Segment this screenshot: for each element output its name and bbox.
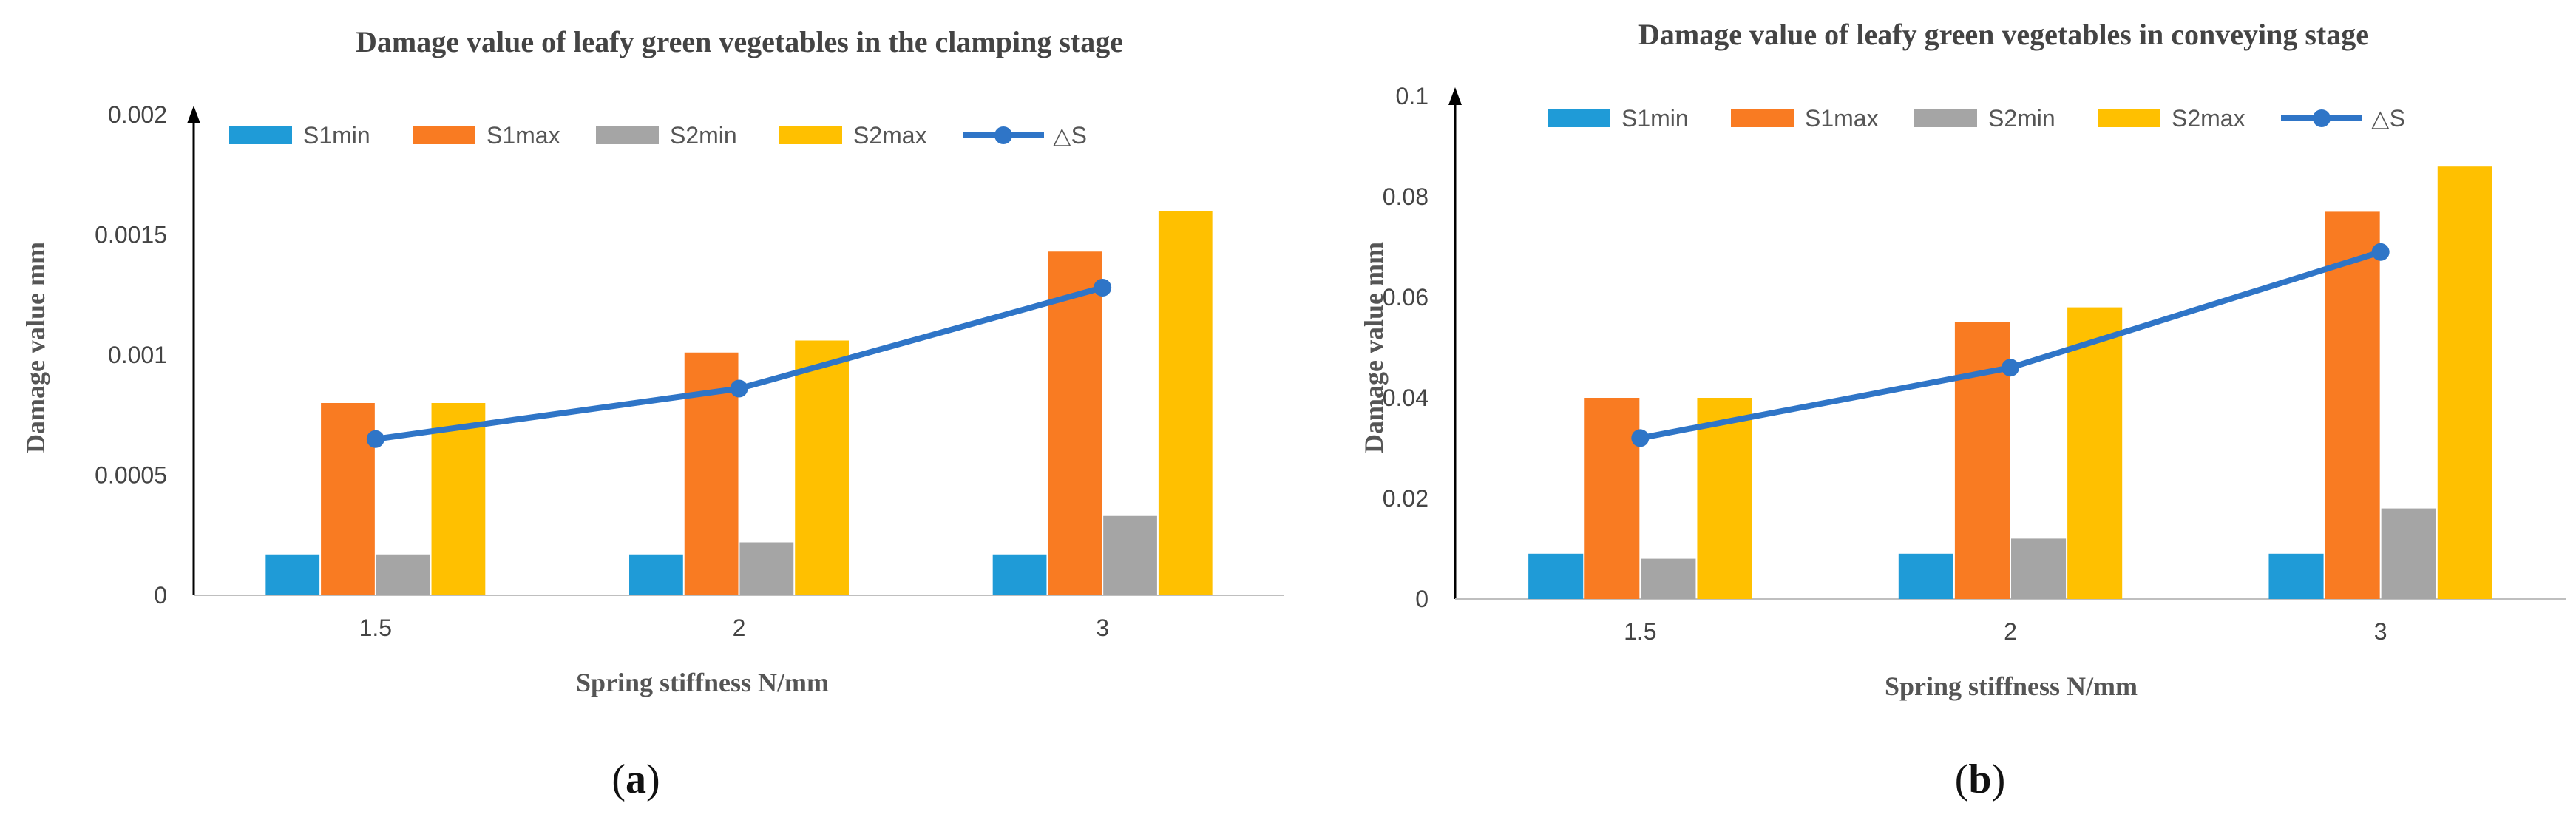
bar-s2max-2 — [795, 340, 849, 595]
bar-s2min-1.5 — [1641, 558, 1696, 599]
x-axis-label: Spring stiffness N/mm — [1885, 671, 2138, 701]
bar-s2max-3 — [2437, 166, 2492, 599]
y-tick-label: 0.002 — [108, 101, 167, 128]
delta-s-point — [1094, 279, 1112, 297]
bar-s1min-2 — [629, 554, 683, 595]
bar-s1min-3 — [992, 554, 1047, 595]
bar-s2max-1.5 — [1697, 398, 1752, 599]
y-tick-label: 0 — [1415, 586, 1428, 612]
legend-label: S1max — [487, 122, 560, 149]
legend-label: △S — [1053, 122, 1087, 149]
y-axis-label: Damage value mm — [21, 242, 50, 453]
y-tick-label: 0.0005 — [95, 462, 167, 489]
y-axis-label: Damage value mm — [1359, 242, 1389, 453]
x-tick-label: 2 — [733, 615, 746, 641]
y-axis-arrow — [187, 106, 200, 123]
y-tick-label: 0.001 — [108, 342, 167, 368]
legend-marker-delta-s — [994, 126, 1012, 144]
y-axis-arrow — [1448, 87, 1462, 105]
x-tick-label: 1.5 — [359, 615, 392, 641]
bar-s1min-3 — [2268, 553, 2324, 599]
legend-label: S2min — [670, 122, 737, 149]
bar-s1max-2 — [1954, 322, 2010, 599]
chart-panel-b: Damage value of leafy green vegetables i… — [1359, 18, 2566, 701]
y-tick-label: 0.02 — [1383, 485, 1428, 512]
x-tick-label: 1.5 — [1624, 618, 1656, 645]
legend-swatch-s1max — [413, 126, 475, 144]
legend-swatch-s2min — [596, 126, 659, 144]
bar-s1max-1.5 — [1584, 398, 1640, 599]
bar-s2min-2 — [2011, 538, 2067, 599]
chart-title: Damage value of leafy green vegetables i… — [356, 25, 1123, 58]
legend-label: S1min — [303, 122, 370, 149]
delta-s-point — [2002, 359, 2019, 377]
x-axis-label: Spring stiffness N/mm — [576, 668, 829, 697]
bar-s2min-3 — [2381, 508, 2436, 599]
legend-swatch-s2max — [2098, 109, 2160, 127]
y-tick-label: 0.06 — [1383, 284, 1428, 311]
delta-s-point — [730, 379, 748, 398]
x-tick-label: 3 — [2374, 618, 2387, 645]
y-tick-label: 0.08 — [1383, 183, 1428, 210]
x-tick-label: 2 — [2004, 618, 2017, 645]
legend-label: S2max — [853, 122, 927, 149]
y-tick-label: 0.1 — [1396, 83, 1428, 109]
bar-s1min-2 — [1898, 553, 1953, 599]
y-tick-label: 0 — [154, 582, 167, 609]
legend-label: △S — [2371, 105, 2405, 132]
panel-caption: (a) — [611, 756, 660, 802]
bar-s1max-1.5 — [321, 403, 375, 595]
legend-swatch-s2max — [779, 126, 842, 144]
legend: S1min S1max S2min S2max △S — [1548, 105, 2405, 132]
bar-s2max-1.5 — [431, 403, 486, 595]
legend-label: S1max — [1805, 105, 1879, 132]
bar-s1min-1.5 — [1528, 553, 1584, 599]
legend-swatch-s2min — [1914, 109, 1977, 127]
panel-caption: (b) — [1955, 756, 2005, 802]
chart-panel-a: Damage value of leafy green vegetables i… — [21, 25, 1284, 697]
legend-label: S2min — [1988, 105, 2055, 132]
bar-s1max-3 — [1048, 251, 1102, 595]
chart-title: Damage value of leafy green vegetables i… — [1638, 18, 2369, 51]
bar-s1max-3 — [2325, 211, 2380, 599]
y-tick-label: 0.04 — [1383, 385, 1428, 411]
x-tick-label: 3 — [1096, 615, 1109, 641]
bar-s1min-1.5 — [265, 554, 320, 595]
y-tick-label: 0.0015 — [95, 222, 167, 248]
legend-label: S1min — [1621, 105, 1689, 132]
bar-s2min-2 — [739, 542, 794, 595]
legend-swatch-s1min — [1548, 109, 1610, 127]
bar-s2min-1.5 — [376, 554, 430, 595]
delta-s-point — [2371, 243, 2390, 261]
bar-s2min-3 — [1103, 515, 1157, 595]
legend-label: S2max — [2172, 105, 2245, 132]
legend: S1min S1max S2min S2max △S — [229, 122, 1087, 149]
delta-s-point — [1631, 429, 1650, 447]
legend-swatch-s1max — [1731, 109, 1794, 127]
bar-s2max-2 — [2067, 307, 2123, 599]
bar-s2max-3 — [1158, 211, 1213, 595]
legend-swatch-s1min — [229, 126, 292, 144]
legend-marker-delta-s — [2313, 109, 2331, 127]
delta-s-point — [366, 430, 384, 448]
